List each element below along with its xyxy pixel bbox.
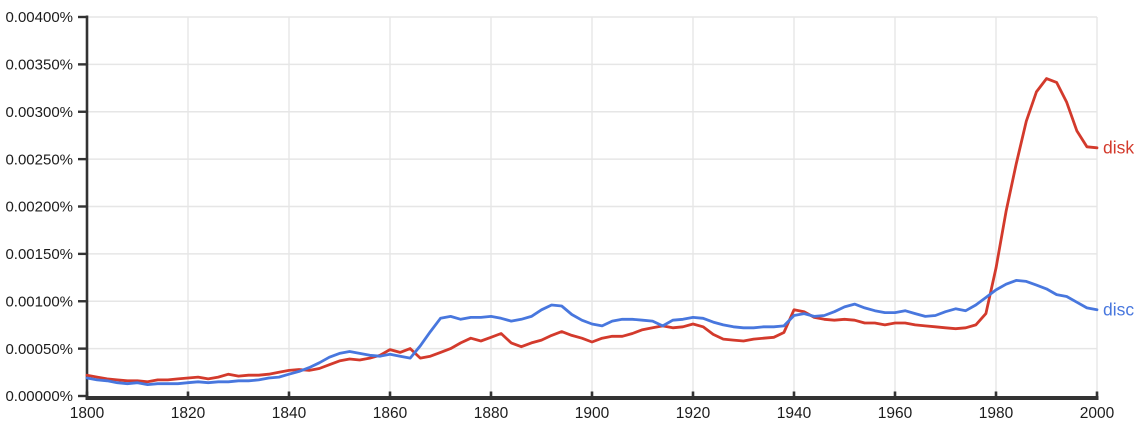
series-line-disc[interactable] (85, 278, 1099, 387)
y-tick-label: 0.00100% (5, 293, 73, 310)
y-tick-label: 0.00200% (5, 199, 73, 216)
series-label-disk[interactable]: disk (1103, 137, 1134, 157)
y-tick-label: 0.00300% (5, 104, 73, 121)
x-tick-label: 1800 (70, 405, 105, 422)
x-tick-label: 1980 (979, 405, 1014, 422)
x-tick-label: 1920 (676, 405, 711, 422)
y-tick-label: 0.00350% (5, 57, 73, 74)
x-tick-label: 2000 (1080, 405, 1115, 422)
x-tick-label: 1940 (777, 405, 812, 422)
series-label-disc[interactable]: disc (1103, 299, 1134, 319)
y-tick-label: 0.00400% (5, 9, 73, 26)
x-tick-label: 1960 (878, 405, 913, 422)
y-tick-label: 0.00150% (5, 246, 73, 263)
x-tick-label: 1880 (474, 405, 509, 422)
x-tick-label: 1900 (575, 405, 610, 422)
y-tick-label: 0.00250% (5, 151, 73, 168)
x-tick-label: 1860 (373, 405, 408, 422)
x-tick-label: 1820 (171, 405, 206, 422)
y-tick-label: 0.00000% (5, 388, 73, 405)
y-tick-label: 0.00050% (5, 341, 73, 358)
x-tick-label: 1840 (272, 405, 307, 422)
series-line-disk[interactable] (85, 77, 1099, 384)
